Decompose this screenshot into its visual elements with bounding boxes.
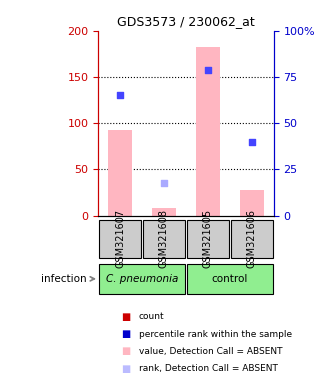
Text: rank, Detection Call = ABSENT: rank, Detection Call = ABSENT [139, 364, 278, 373]
Point [117, 92, 123, 98]
FancyBboxPatch shape [99, 264, 185, 293]
Bar [108, 130, 132, 216]
Text: GSM321605: GSM321605 [203, 209, 213, 268]
Text: C. pneumonia: C. pneumonia [106, 274, 178, 284]
Text: ■: ■ [121, 312, 130, 322]
Text: GSM321607: GSM321607 [115, 209, 125, 268]
FancyBboxPatch shape [143, 220, 185, 258]
FancyBboxPatch shape [187, 264, 273, 293]
Point [161, 180, 167, 186]
FancyBboxPatch shape [99, 220, 141, 258]
Text: percentile rank within the sample: percentile rank within the sample [139, 329, 292, 339]
Text: infection: infection [41, 274, 94, 284]
Point [249, 139, 254, 145]
Bar [240, 190, 264, 216]
Bar [152, 208, 176, 216]
FancyBboxPatch shape [187, 220, 229, 258]
Text: value, Detection Call = ABSENT: value, Detection Call = ABSENT [139, 347, 282, 356]
Text: ■: ■ [121, 346, 130, 356]
Point [205, 67, 211, 73]
Text: count: count [139, 312, 164, 321]
Title: GDS3573 / 230062_at: GDS3573 / 230062_at [117, 15, 255, 28]
Text: GSM321606: GSM321606 [247, 209, 257, 268]
Text: ■: ■ [121, 329, 130, 339]
Bar [196, 47, 220, 216]
FancyBboxPatch shape [231, 220, 273, 258]
Text: GSM321608: GSM321608 [159, 209, 169, 268]
Text: control: control [212, 274, 248, 284]
Text: ■: ■ [121, 364, 130, 374]
